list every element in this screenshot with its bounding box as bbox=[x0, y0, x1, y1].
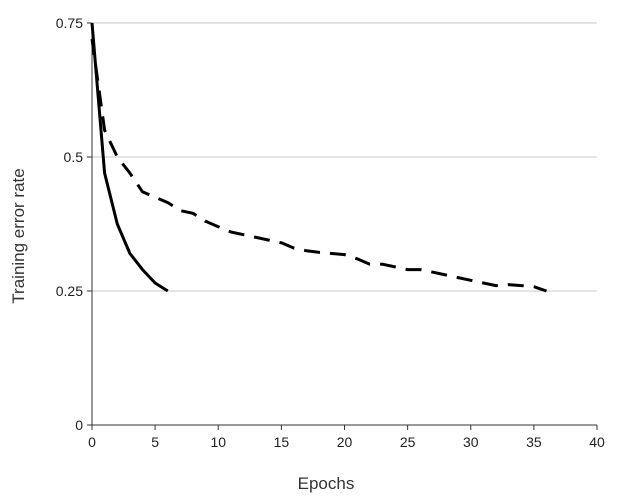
y-axis-title: Training error rate bbox=[9, 168, 28, 303]
x-tick-label: 10 bbox=[210, 434, 226, 450]
x-tick-label: 5 bbox=[151, 434, 159, 450]
x-tick-label: 0 bbox=[88, 434, 96, 450]
y-tick-label: 0 bbox=[75, 417, 83, 433]
x-tick-label: 15 bbox=[274, 434, 290, 450]
x-tick-label: 35 bbox=[526, 434, 542, 450]
x-tick-label: 25 bbox=[400, 434, 416, 450]
y-tick-label: 0.75 bbox=[56, 15, 83, 31]
data-series bbox=[90, 22, 547, 293]
axes bbox=[87, 22, 598, 430]
tick-labels: 0 0.25 0.5 0.75 0 5 10 15 20 25 30 35 40 bbox=[56, 15, 605, 450]
x-axis-title: Epochs bbox=[298, 474, 355, 493]
x-tick-label: 30 bbox=[463, 434, 479, 450]
y-tick-label: 0.5 bbox=[64, 149, 84, 165]
series-line-solid bbox=[90, 22, 169, 293]
x-tick-label: 40 bbox=[589, 434, 605, 450]
y-tick-label: 0.25 bbox=[56, 283, 83, 299]
grid-lines bbox=[92, 22, 597, 292]
x-tick-label: 20 bbox=[337, 434, 353, 450]
series-line-dashed bbox=[90, 38, 547, 293]
